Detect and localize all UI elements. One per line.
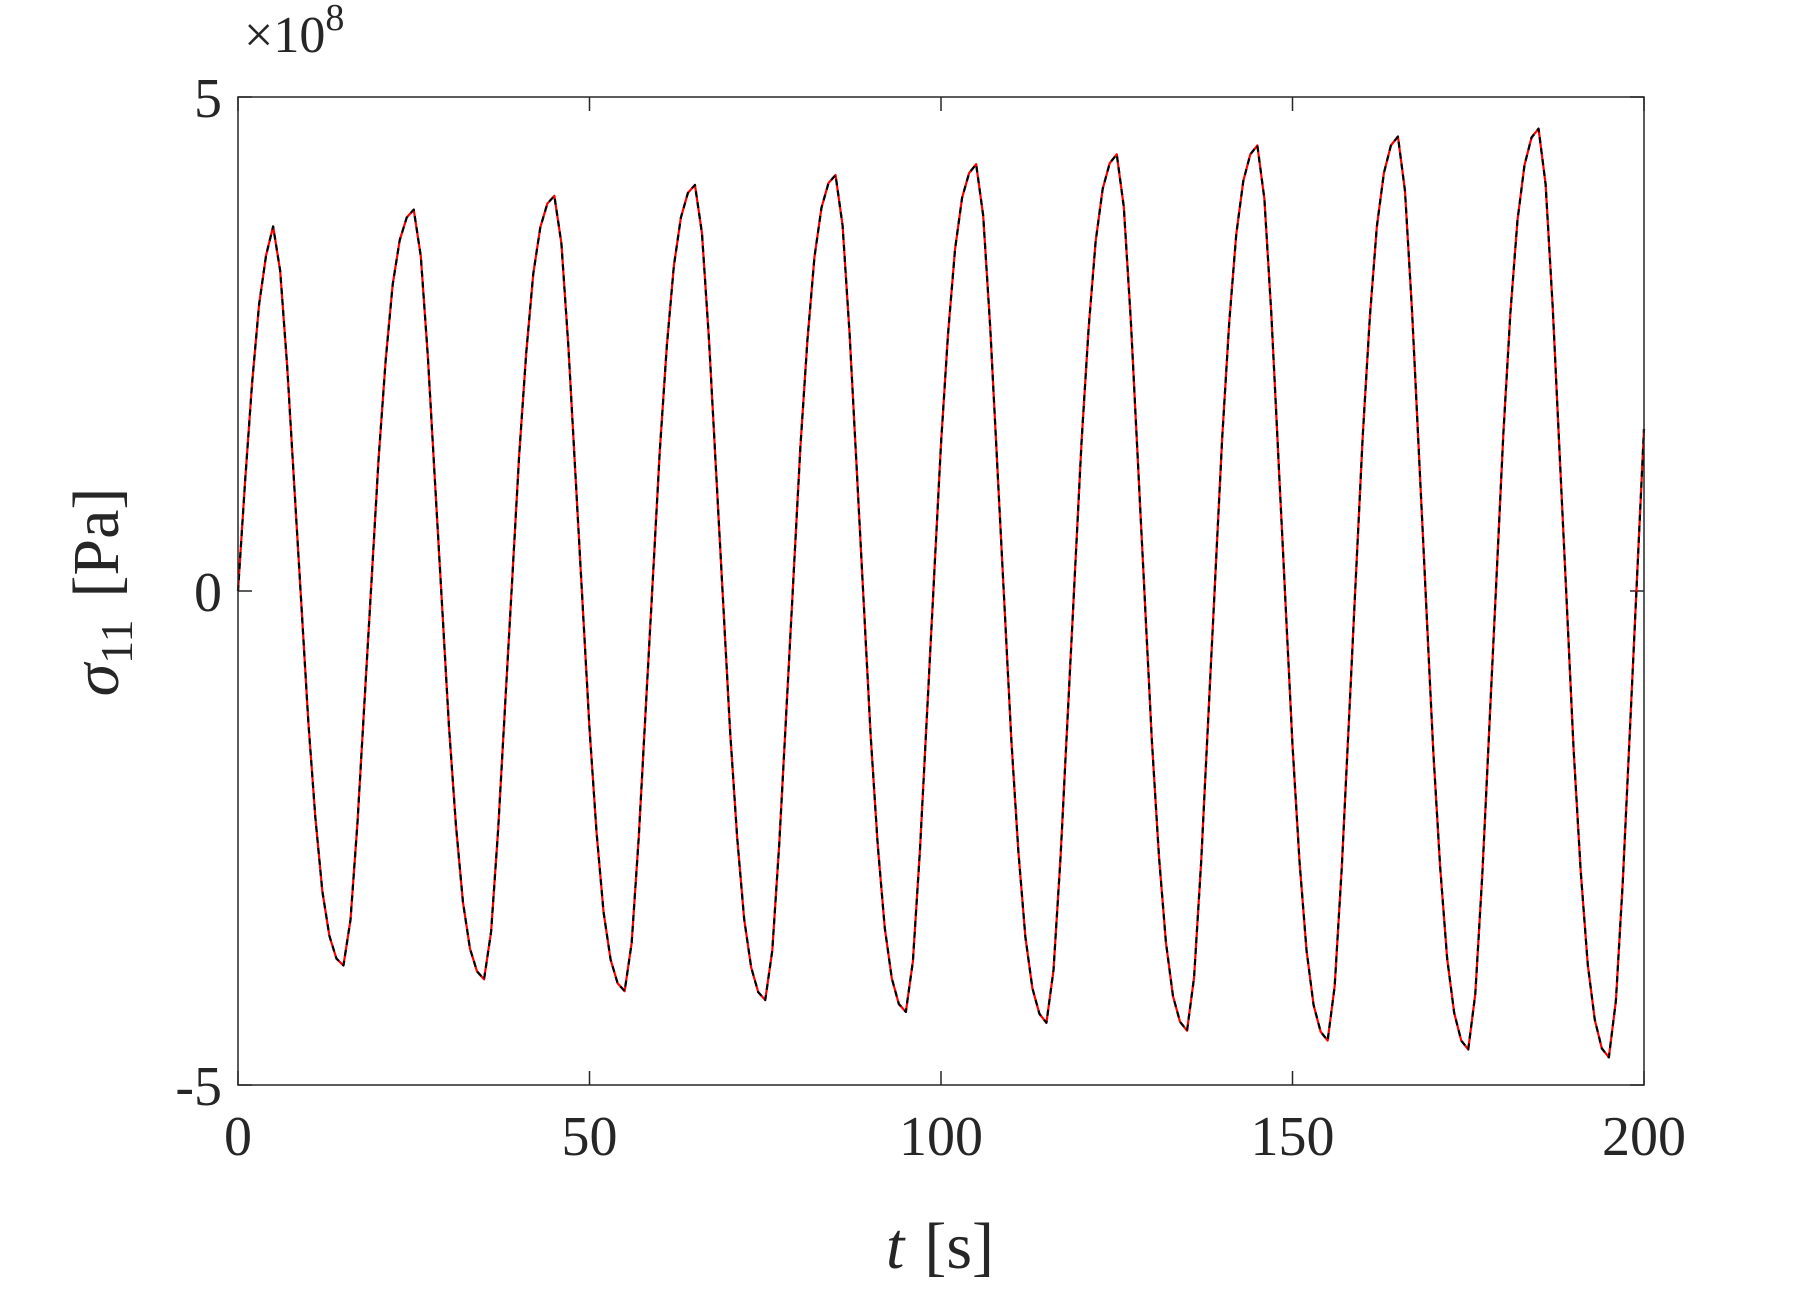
y-label-subscript: 11 (91, 620, 142, 664)
y-multiplier: ×108 (244, 0, 344, 64)
y-tick-label: 0 (194, 562, 222, 624)
plot-frame (237, 96, 1645, 1086)
x-tick-label: 50 (562, 1106, 618, 1168)
y-multiplier-exponent: 8 (325, 0, 344, 39)
x-tick-label: 200 (1602, 1106, 1686, 1168)
y-multiplier-base: ×10 (244, 7, 325, 64)
y-axis-label: σ11 [Pa] (60, 488, 142, 697)
y-tick-label: -5 (175, 1056, 222, 1118)
y-label-symbol: σ (60, 661, 133, 696)
y-tick-label: 5 (194, 68, 222, 130)
x-label-unit: [s] (924, 1210, 994, 1283)
y-label-unit: [Pa] (60, 488, 133, 598)
x-label-symbol: t (886, 1210, 906, 1283)
x-tick-label: 0 (224, 1106, 252, 1168)
x-tick-label: 100 (899, 1106, 983, 1168)
data-line (236, 127, 1646, 1059)
x-tick-label: 150 (1251, 1106, 1335, 1168)
x-axis-label: t [s] (886, 1210, 994, 1283)
